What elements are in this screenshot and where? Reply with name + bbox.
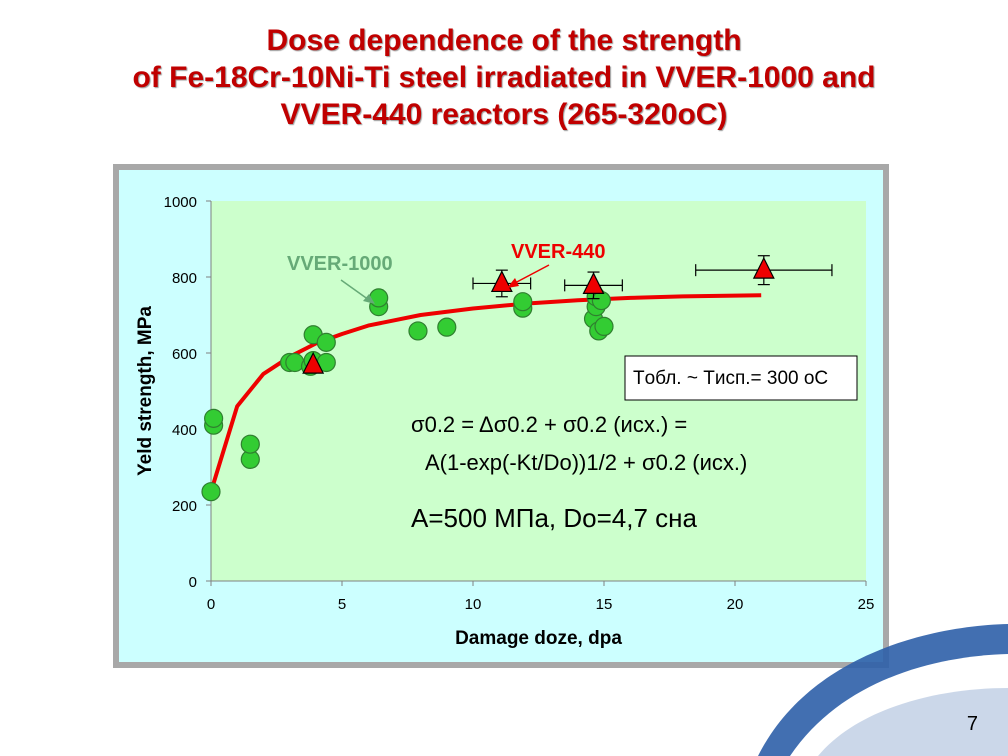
x-tick-label: 10 (465, 596, 482, 613)
x-tick-label: 5 (338, 596, 346, 613)
corner-swoosh-decoration (758, 624, 1008, 756)
vver1000-point (591, 290, 611, 311)
title-line-2: of Fe-18Cr-10Ni-Ti steel irradiated in V… (132, 61, 876, 94)
y-tick-label: 600 (172, 346, 197, 363)
x-axis-label: Damage doze, dpa (455, 628, 622, 649)
arrowhead-vver1000 (363, 294, 375, 304)
y-tick-label: 0 (189, 574, 197, 591)
label-vver440: VVER-440 (511, 241, 606, 263)
vver1000-point (316, 332, 336, 352)
vver1000-point (594, 316, 614, 336)
title-line-3: VVER-440 reactors (265-320оС) (280, 98, 728, 131)
chart-svg: 0 200 400 600 800 1000 0 5 10 15 20 25 Damage doze, … (135, 194, 875, 649)
page-number: 7 (966, 713, 978, 735)
temperature-box (624, 355, 858, 401)
vver1000-point (408, 321, 428, 341)
vver1000-point (437, 317, 457, 337)
formula-line-1: σ0.2 = Δσ0.2 + σ0.2 (исх.) = (411, 412, 687, 437)
label-vver1000: VVER-1000 (287, 253, 393, 275)
vver1000-point (285, 352, 305, 373)
vver1000-point (240, 434, 260, 454)
fit-curve (209, 293, 762, 493)
vver1000-point (369, 288, 389, 308)
chart-area: 0 200 400 600 800 1000 0 5 10 15 20 25 Damage doze, … (119, 170, 883, 662)
temperature-label: Tобл. ~ Tисп.= 300 оС (633, 368, 828, 389)
y-tick-label: 800 (172, 270, 197, 287)
formula-line-2: A(1-exp(-Kt/Dо))1/2 + σ0.2 (исх.) (425, 450, 747, 475)
arrowhead-vver440 (507, 278, 519, 288)
y-axis-label: Yeld strength, MPa (135, 306, 156, 476)
y-tick-label: 400 (172, 422, 197, 439)
slide-title: Dose dependence of the strength of Fe-18… (0, 22, 1008, 133)
vver1000-point (513, 292, 533, 312)
x-tick-label: 20 (727, 596, 744, 613)
vver440-point (490, 270, 513, 293)
y-tick-label: 1000 (164, 194, 197, 211)
x-tick-label: 25 (858, 596, 875, 613)
vver440-point (302, 351, 325, 374)
chart-frame: 0 200 400 600 800 1000 0 5 10 15 20 25 Damage doze, … (113, 164, 889, 668)
x-tick-label: 0 (207, 596, 215, 613)
vver440-point (752, 256, 775, 279)
x-tick-label: 15 (596, 596, 613, 613)
arrow-vver1000 (340, 279, 370, 301)
title-line-1: Dose dependence of the strength (266, 24, 742, 57)
vver1000-point (201, 482, 221, 502)
arrow-vver440 (512, 264, 550, 285)
vver1000-point (204, 408, 224, 428)
y-tick-label: 200 (172, 498, 197, 515)
formula-params: A=500 МПа, Dо=4,7 сна (411, 503, 698, 533)
vver440-point (582, 272, 605, 294)
